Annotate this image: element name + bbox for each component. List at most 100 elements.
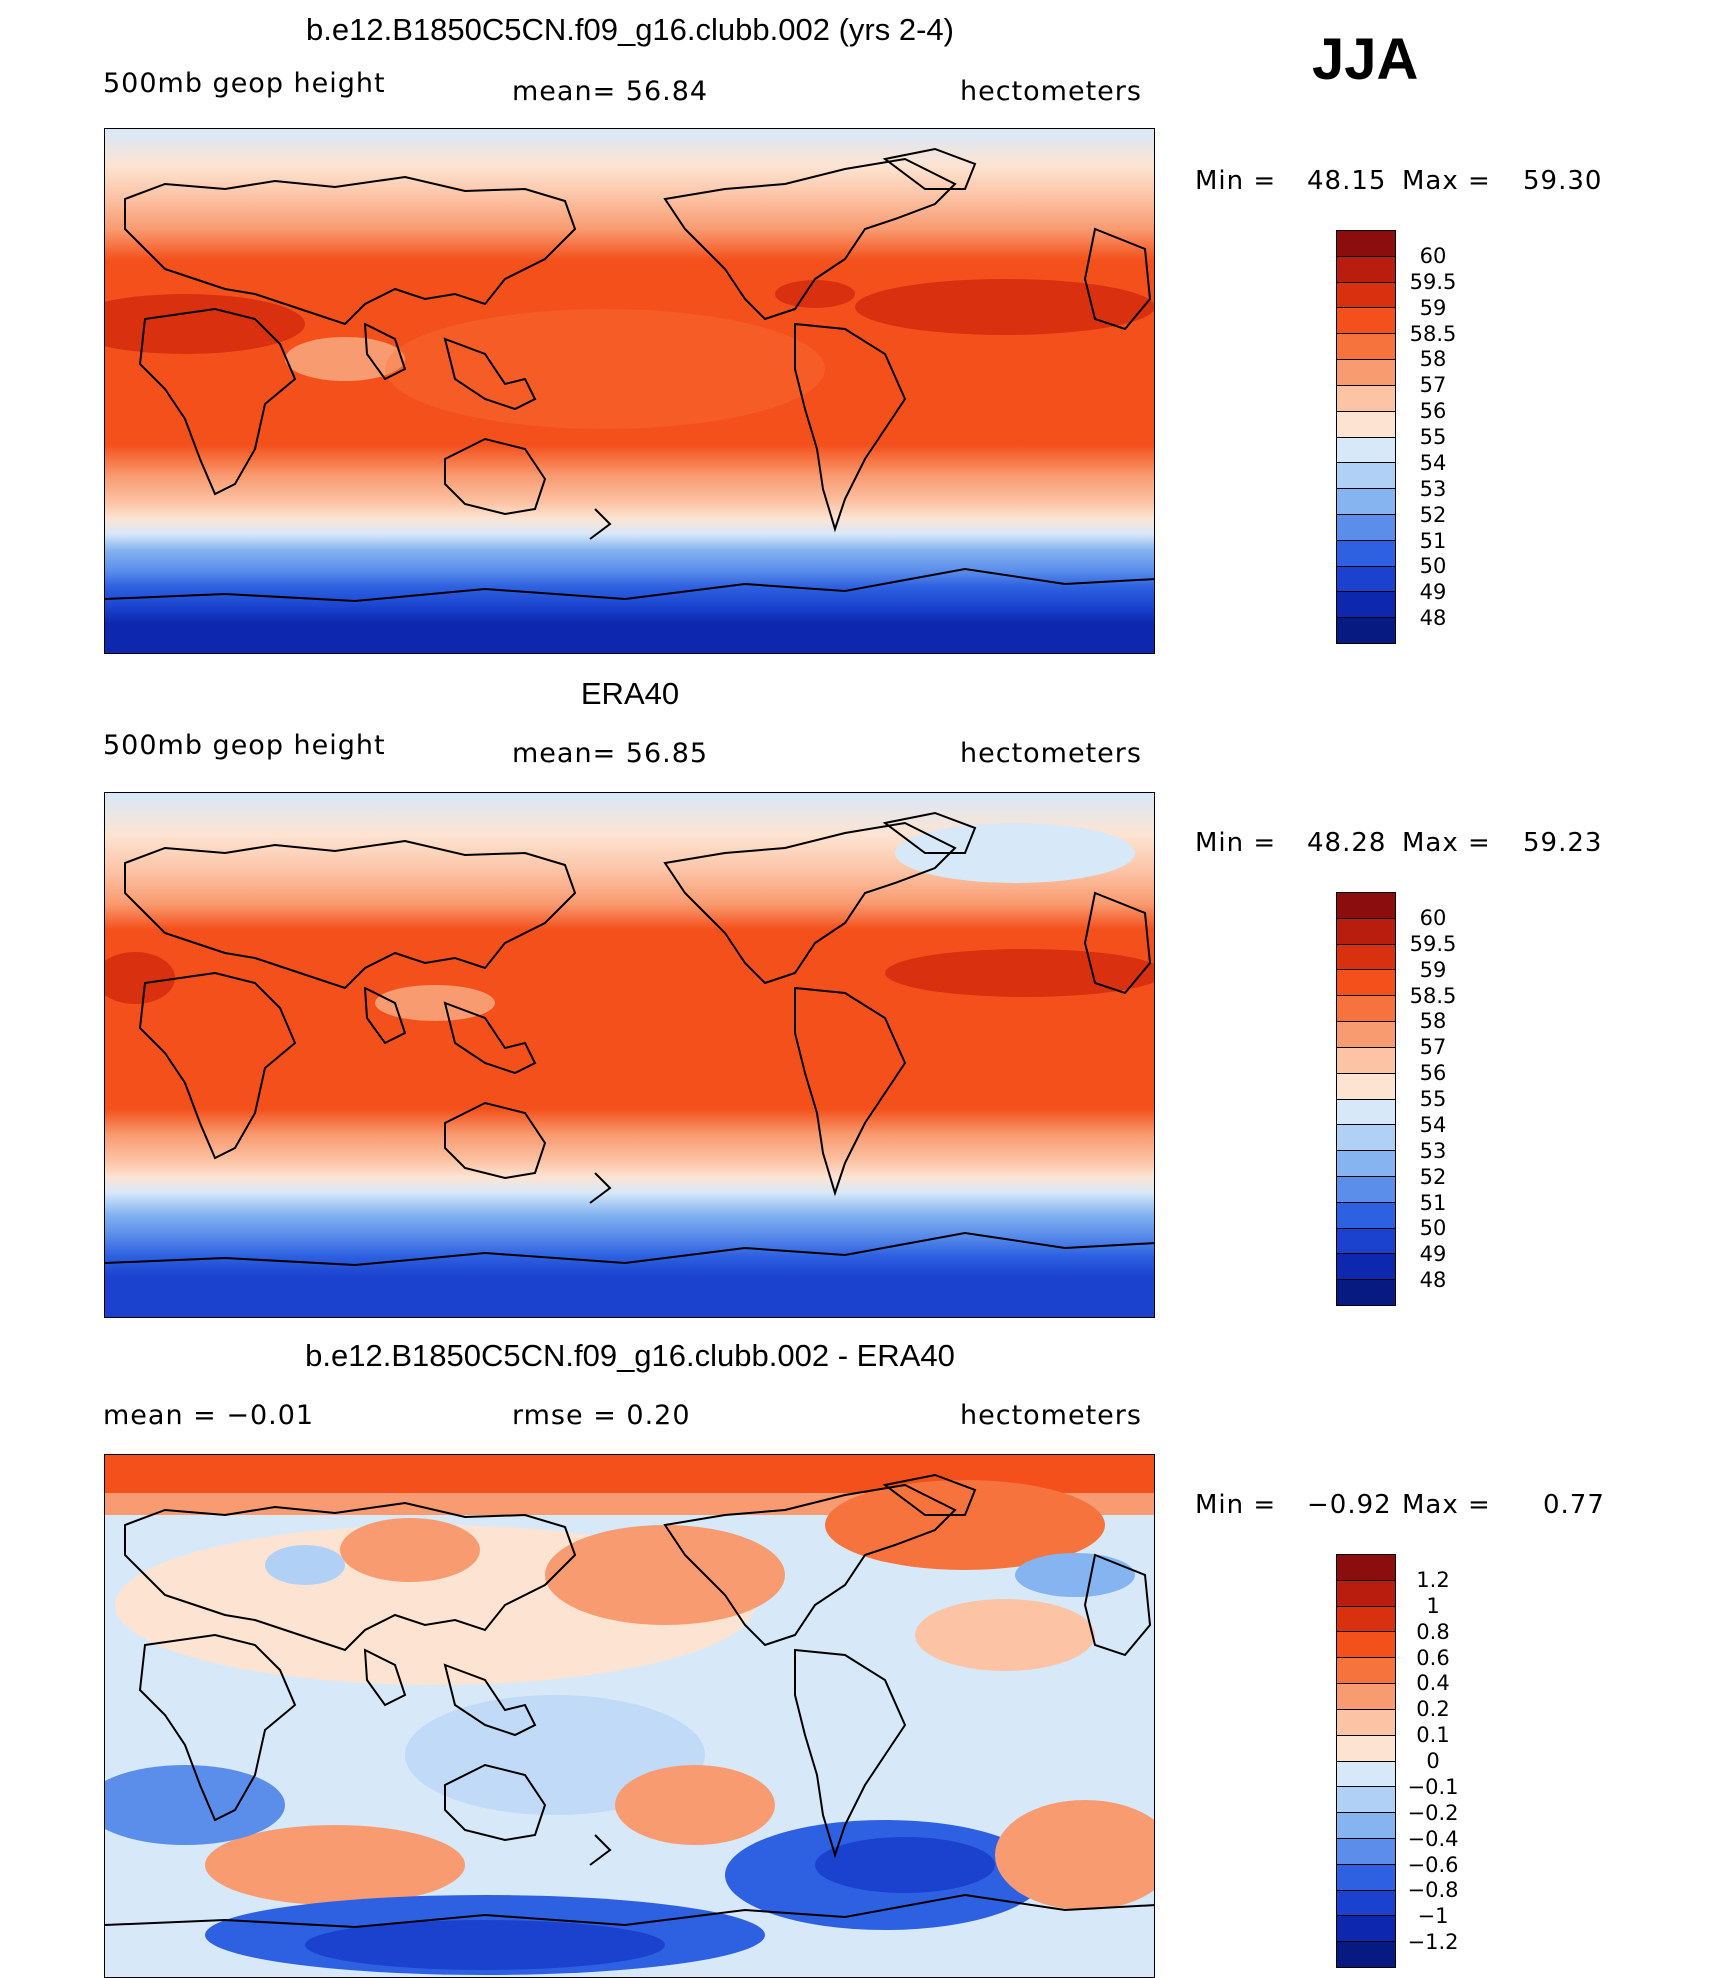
colorbar-swatch [1337, 308, 1395, 335]
colorbar-tick-label: −0.4 [1407, 1826, 1459, 1851]
colorbar-swatch [1337, 1580, 1395, 1607]
colorbar-tick-label: 60 [1419, 243, 1447, 268]
panel-1-units-label: hectometers [960, 76, 1142, 107]
colorbar-tick-label: 0.2 [1416, 1697, 1450, 1722]
colorbar-swatch [1337, 231, 1395, 257]
colorbar-tick-label: 57 [1419, 373, 1447, 398]
colorbar-tick-label: 0 [1426, 1749, 1440, 1773]
colorbar-tick-label: 55 [1419, 1087, 1447, 1111]
colorbar-tick-label: 59 [1419, 957, 1447, 982]
panel-1-min-value: 48.15 [1307, 166, 1387, 196]
colorbar-tick-label: 48 [1419, 606, 1447, 631]
colorbar-tick-label: 52 [1419, 502, 1447, 527]
colorbar-tick-label: 48 [1419, 1268, 1447, 1293]
colorbar-tick-label: 58 [1419, 347, 1447, 372]
panel-1-mean-label: mean= 56.84 [512, 76, 709, 107]
colorbar-swatch [1337, 592, 1395, 619]
panel-3-title: b.e12.B1850C5CN.f09_g16.clubb.002 - ERA4… [305, 1338, 955, 1373]
colorbar-tick-label: 1 [1426, 1593, 1440, 1618]
colorbar-tick-label: 59.5 [1409, 269, 1457, 294]
colorbar-tick-label: 51 [1419, 528, 1447, 553]
colorbar-tick-label: 0.4 [1416, 1671, 1450, 1696]
colorbar-swatch [1337, 463, 1395, 490]
colorbar-swatch [1337, 1684, 1395, 1710]
panel-3-mean-label: mean = −0.01 [103, 1400, 315, 1431]
colorbar-tick-label: 49 [1419, 1242, 1447, 1267]
colorbar-tick-label: −0.6 [1407, 1852, 1459, 1877]
panel-3-max-label: Max = [1402, 1490, 1491, 1520]
colorbar-swatch [1337, 1202, 1395, 1229]
colorbar-swatch [1337, 1047, 1395, 1074]
colorbar-swatch [1337, 1254, 1395, 1281]
panel-1-max-value: 59.30 [1523, 166, 1603, 196]
colorbar-tick-label: 58.5 [1409, 321, 1457, 346]
colorbar-swatch [1337, 1606, 1395, 1633]
colorbar-swatch [1337, 385, 1395, 412]
colorbar-swatch [1337, 1838, 1395, 1865]
colorbar-tick-label: −0.2 [1407, 1800, 1459, 1825]
colorbar-swatch [1337, 918, 1395, 945]
colorbar-swatch [1337, 1735, 1395, 1762]
colorbar-swatch [1337, 1942, 1395, 1967]
panel-3-map-graphic [105, 1455, 1154, 1977]
colorbar-tick-label: 55 [1419, 425, 1447, 449]
colorbar-swatch [1337, 1073, 1395, 1100]
panel-3-rmse-label: rmse = 0.20 [512, 1400, 691, 1431]
panel-2-units-label: hectometers [960, 738, 1142, 769]
panel-1-max-label: Max = [1402, 166, 1491, 196]
panel-3-units-label: hectometers [960, 1400, 1142, 1431]
panel-1-map-graphic [105, 129, 1154, 653]
panel-3-max-value: 0.77 [1543, 1490, 1605, 1520]
colorbar-tick-label: 50 [1419, 554, 1447, 579]
colorbar-tick-label: 51 [1419, 1190, 1447, 1215]
colorbar-swatch [1337, 1280, 1395, 1305]
panel-2-max-value: 59.23 [1523, 828, 1603, 858]
colorbar-swatch [1337, 1916, 1395, 1943]
colorbar-tick-label: 56 [1419, 1061, 1447, 1086]
colorbar-tick-label: 0.8 [1416, 1619, 1450, 1644]
colorbar-swatch [1337, 1125, 1395, 1152]
panel-1-colorbar [1336, 230, 1396, 644]
colorbar-swatch [1337, 1658, 1395, 1685]
panel-3-map [104, 1454, 1155, 1978]
colorbar-tick-label: 57 [1419, 1035, 1447, 1060]
panel-1-map [104, 128, 1155, 654]
colorbar-tick-label: 52 [1419, 1164, 1447, 1189]
colorbar-swatch [1337, 540, 1395, 567]
colorbar-swatch [1337, 334, 1395, 361]
colorbar-tick-label: 0.6 [1416, 1645, 1450, 1670]
panel-2-map [104, 792, 1155, 1318]
panel-1-variable-label: 500mb geop height [103, 68, 386, 99]
colorbar-swatch [1337, 1787, 1395, 1814]
colorbar-swatch [1337, 1022, 1395, 1048]
colorbar-tick-label: 49 [1419, 580, 1447, 605]
panel-3-colorbar [1336, 1554, 1396, 1968]
panel-2-map-graphic [105, 793, 1154, 1317]
colorbar-swatch [1337, 1813, 1395, 1839]
panel-1-min-label: Min = [1195, 166, 1277, 196]
colorbar-swatch [1337, 1709, 1395, 1736]
colorbar-swatch [1337, 970, 1395, 997]
colorbar-tick-label: −0.1 [1407, 1774, 1459, 1799]
colorbar-swatch [1337, 1099, 1395, 1126]
colorbar-swatch [1337, 618, 1395, 643]
panel-3-min-label: Min = [1195, 1490, 1277, 1520]
colorbar-tick-label: −1.2 [1407, 1930, 1459, 1955]
colorbar-swatch [1337, 256, 1395, 283]
colorbar-swatch [1337, 944, 1395, 971]
colorbar-tick-label: 58.5 [1409, 983, 1457, 1008]
season-label: JJA [1312, 27, 1419, 92]
colorbar-tick-label: 0.1 [1416, 1723, 1450, 1748]
colorbar-tick-label: −1 [1417, 1904, 1449, 1929]
colorbar-swatch [1337, 1864, 1395, 1891]
colorbar-tick-label: 54 [1419, 450, 1447, 475]
panel-3-min-value: −0.92 [1307, 1490, 1392, 1520]
colorbar-swatch [1337, 1176, 1395, 1203]
panel-2-mean-label: mean= 56.85 [512, 738, 709, 769]
panel-2-title: ERA40 [580, 676, 680, 711]
panel-2-min-value: 48.28 [1307, 828, 1387, 858]
colorbar-swatch [1337, 1228, 1395, 1255]
colorbar-swatch [1337, 1632, 1395, 1659]
colorbar-swatch [1337, 282, 1395, 309]
panel-2-max-label: Max = [1402, 828, 1491, 858]
